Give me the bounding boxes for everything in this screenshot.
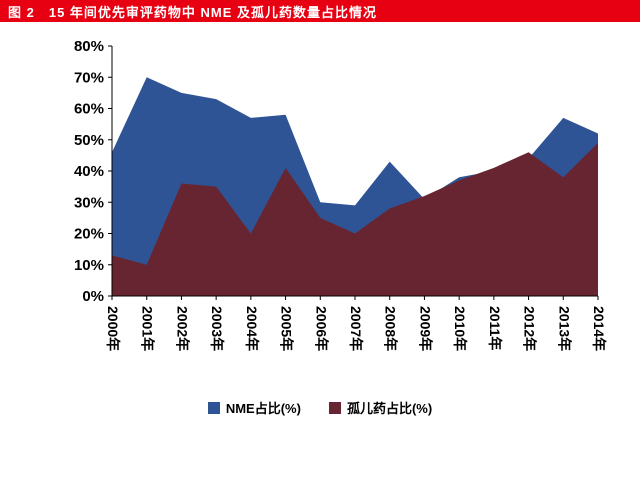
- svg-text:2004年: 2004年: [244, 306, 260, 351]
- chart-legend: NME占比(%) 孤儿药占比(%): [0, 398, 640, 417]
- chart-area: 0% 10% 20% 30% 40% 50% 60% 70% 80% 2000年 2001年 2002…: [0, 22, 640, 417]
- legend-item-orphan: 孤儿药占比(%): [328, 398, 433, 417]
- figure-title-bar: 图 2 15 年间优先审评药物中 NME 及孤儿药数量占比情况: [0, 0, 640, 22]
- svg-text:0%: 0%: [82, 288, 104, 305]
- svg-text:2013年: 2013年: [556, 306, 572, 351]
- legend-label-orphan: 孤儿药占比(%): [346, 401, 433, 416]
- svg-text:2009年: 2009年: [417, 306, 433, 351]
- svg-text:2014年: 2014年: [591, 306, 607, 351]
- legend-swatch-nme: [207, 401, 220, 414]
- svg-text:2005年: 2005年: [279, 306, 295, 351]
- svg-text:2012年: 2012年: [522, 306, 538, 351]
- svg-text:2001年: 2001年: [140, 306, 156, 351]
- svg-text:2002年: 2002年: [174, 306, 190, 351]
- svg-text:20%: 20%: [74, 226, 104, 243]
- svg-text:2000年: 2000年: [105, 306, 121, 351]
- svg-text:2007年: 2007年: [348, 306, 364, 351]
- svg-text:2003年: 2003年: [209, 306, 225, 351]
- svg-text:2006年: 2006年: [313, 306, 329, 351]
- svg-text:60%: 60%: [74, 101, 104, 118]
- svg-text:10%: 10%: [74, 257, 104, 274]
- svg-text:80%: 80%: [74, 38, 104, 55]
- svg-text:30%: 30%: [74, 194, 104, 211]
- legend-label-nme: NME占比(%): [225, 401, 301, 416]
- svg-text:50%: 50%: [74, 132, 104, 149]
- chart-svg: 0% 10% 20% 30% 40% 50% 60% 70% 80% 2000年 2001年 2002…: [74, 38, 607, 351]
- legend-swatch-orphan: [328, 401, 341, 414]
- svg-text:2011年: 2011年: [487, 306, 503, 350]
- svg-text:2010年: 2010年: [452, 306, 468, 351]
- svg-text:2008年: 2008年: [383, 306, 399, 351]
- legend-item-nme: NME占比(%): [207, 398, 301, 417]
- svg-text:70%: 70%: [74, 69, 104, 86]
- figure-title: 图 2 15 年间优先审评药物中 NME 及孤儿药数量占比情况: [8, 4, 378, 20]
- svg-text:40%: 40%: [74, 163, 104, 180]
